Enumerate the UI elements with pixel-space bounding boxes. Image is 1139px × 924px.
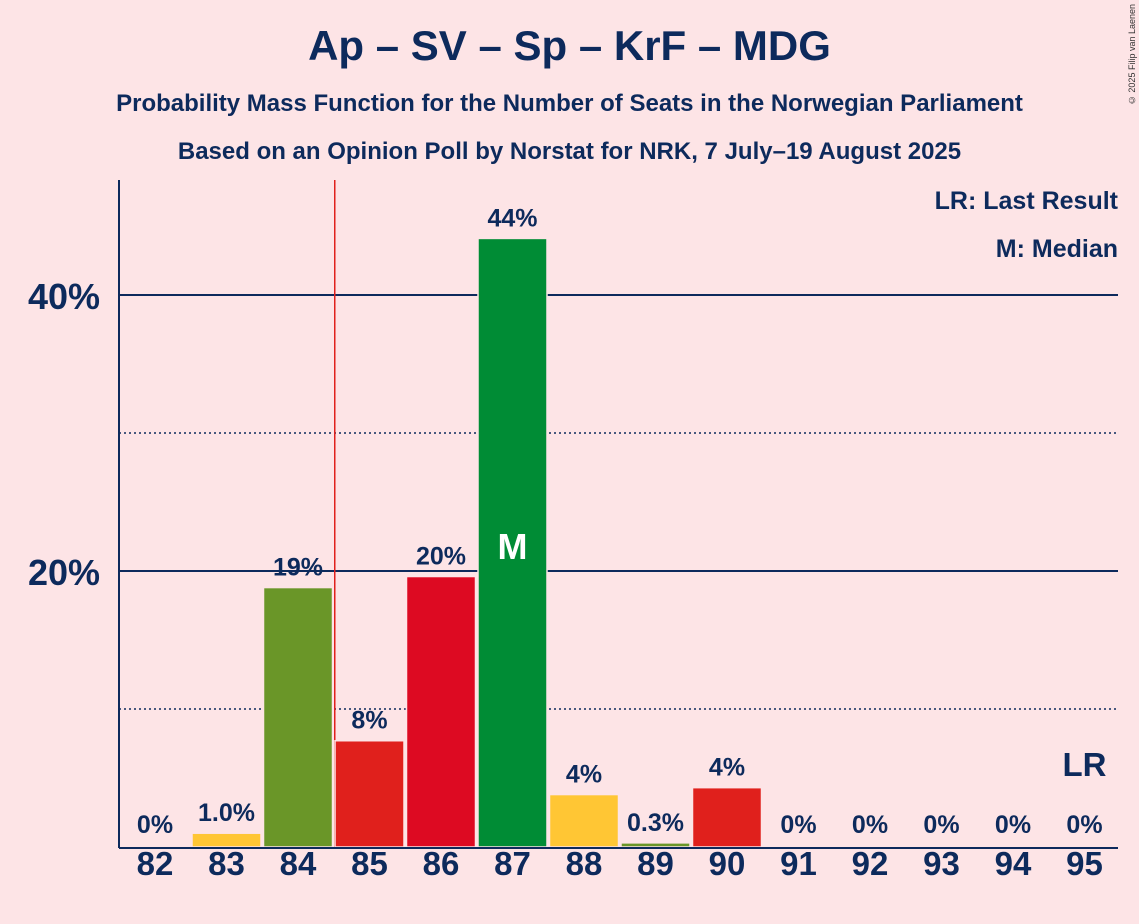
value-label-93: 0% [923, 811, 959, 839]
x-tick-label-94: 94 [995, 845, 1032, 882]
legend-last-result: LR: Last Result [935, 187, 1119, 215]
value-label-94: 0% [995, 811, 1031, 839]
bar-85 [334, 739, 405, 848]
y-tick-label: 20% [28, 552, 100, 593]
labels: 20% 40% 0% 82 1.0% 83 19% 84 8% 85 20% 86 44% 87 4% 88 0… [28, 204, 1107, 882]
value-label-89: 0.3% [627, 809, 684, 837]
x-tick-label-83: 83 [208, 845, 245, 882]
bar-88 [548, 793, 620, 848]
value-label-95: 0% [1066, 811, 1102, 839]
bar-86 [405, 575, 477, 848]
last-result-marker: LR [1063, 746, 1107, 783]
x-tick-label-90: 90 [709, 845, 746, 882]
value-label-90: 4% [709, 754, 745, 782]
value-label-92: 0% [852, 811, 888, 839]
x-tick-label-86: 86 [423, 845, 460, 882]
x-tick-label-91: 91 [780, 845, 817, 882]
chart-source-line: Based on an Opinion Poll by Norstat for … [177, 138, 962, 165]
axes [118, 180, 1118, 849]
value-label-91: 0% [780, 811, 816, 839]
x-tick-label-95: 95 [1066, 845, 1103, 882]
legend-median: M: Median [996, 235, 1118, 263]
x-tick-label-92: 92 [852, 845, 889, 882]
bar-90 [691, 786, 763, 848]
bars [191, 237, 763, 848]
x-tick-label-88: 88 [566, 845, 603, 882]
x-tick-label-89: 89 [637, 845, 674, 882]
median-marker: M [498, 526, 528, 567]
bar-84 [262, 586, 334, 848]
value-label-88: 4% [566, 761, 602, 789]
value-label-83: 1.0% [198, 799, 255, 827]
x-tick-label-84: 84 [280, 845, 317, 882]
bar-87 [477, 237, 548, 848]
x-tick-label-93: 93 [923, 845, 960, 882]
value-label-82: 0% [137, 811, 173, 839]
y-tick-label: 40% [28, 276, 100, 317]
x-tick-label-82: 82 [137, 845, 174, 882]
x-tick-label-87: 87 [494, 845, 531, 882]
value-label-87: 44% [487, 204, 537, 232]
value-label-85: 8% [351, 707, 387, 735]
x-tick-label-85: 85 [351, 845, 388, 882]
chart-title: Ap – SV – Sp – KrF – MDG [308, 22, 831, 69]
chart-subtitle: Probability Mass Function for the Number… [116, 90, 1023, 117]
value-label-86: 20% [416, 543, 466, 571]
value-label-84: 19% [273, 554, 323, 582]
